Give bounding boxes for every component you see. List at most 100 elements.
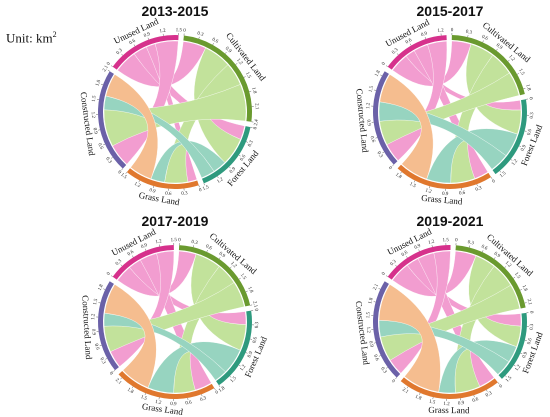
tick-label: 1.5 xyxy=(119,173,127,181)
tick-label: 0.6 xyxy=(165,192,172,198)
tick-label: 0.9 xyxy=(493,252,501,260)
tick-label: 0 xyxy=(492,179,497,185)
tick-mark xyxy=(238,154,241,157)
tick-label: 0 xyxy=(253,308,258,312)
tick-label: 0.3 xyxy=(200,396,208,403)
tick-label: 0 xyxy=(381,61,387,66)
tick-mark xyxy=(125,172,128,174)
ribbon-unused-land-to-constructed-land xyxy=(389,250,451,374)
ribbons xyxy=(378,250,522,394)
tick-label: 0.9 xyxy=(218,252,226,260)
tick-label: 0.9 xyxy=(458,401,465,407)
tick-mark xyxy=(400,171,402,174)
ribbon-forest-land-to-constructed-land xyxy=(378,320,510,375)
tick-mark xyxy=(235,63,238,65)
tick-label: 2.1 xyxy=(526,298,533,306)
tick-label: 1.2 xyxy=(428,240,436,246)
tick-label: 0 xyxy=(455,238,458,243)
tick-label: 2.1 xyxy=(251,301,257,309)
tick-mark xyxy=(519,145,522,147)
tick-mark xyxy=(218,385,221,388)
tick-label: 1.5 xyxy=(408,182,416,190)
tick-label: 0.9 xyxy=(247,350,254,358)
tick-label: 1.5 xyxy=(505,375,513,383)
tick-mark xyxy=(382,151,385,154)
tick-label: 1.5 xyxy=(428,400,436,406)
arc-cultivated-land xyxy=(451,35,525,96)
tick-mark xyxy=(510,159,513,161)
tick-mark xyxy=(373,342,376,344)
ribbon-grass-land-to-constructed-land xyxy=(104,284,157,388)
tick-label: 0.3 xyxy=(376,151,384,159)
tick-label: 0.3 xyxy=(390,259,398,267)
tick-label: 1.8 xyxy=(375,69,383,77)
tick-label: 0.9 xyxy=(442,192,449,197)
tick-label: 0.3 xyxy=(465,30,473,36)
tick-mark xyxy=(245,352,248,354)
ribbon-grass-land-to-constructed-land xyxy=(379,74,434,180)
tick-label: 1.2 xyxy=(235,58,243,66)
unit-label-superscript: 2 xyxy=(52,30,57,39)
tick-mark xyxy=(482,40,484,43)
ribbon-cultivated-land-to-constructed-land xyxy=(103,282,245,352)
tick-label: 1.5 xyxy=(202,185,210,192)
tick-label: 1.2 xyxy=(155,400,163,406)
tick-label: 0.6 xyxy=(527,337,533,345)
region-grass-land: 0 0.3 0.6 0.9 1.2 1.5 1.8 Grass Land xyxy=(394,164,497,207)
ribbon-forest-land-to-constructed-land xyxy=(103,95,215,179)
tick-label: 0.6 xyxy=(401,250,409,258)
tick-mark xyxy=(424,36,426,40)
arc-unused-land xyxy=(387,245,451,280)
tick-label: 1.2 xyxy=(443,402,450,407)
tick-label: 1.8 xyxy=(394,172,402,180)
tick-mark xyxy=(101,83,104,86)
tick-label: 0.9 xyxy=(521,144,528,152)
tick-mark xyxy=(395,377,397,380)
tick-mark xyxy=(121,168,123,171)
tick-mark xyxy=(201,394,203,397)
tick-label: 0.6 xyxy=(185,400,192,406)
tick-mark xyxy=(228,166,231,169)
tick-label: 0.6 xyxy=(93,343,100,351)
region-constructed-land: 0 0.3 0.6 0.9 1.2 1.5 1.8 Constructed Land xyxy=(80,281,119,377)
tick-label: 0 xyxy=(183,29,187,34)
arc-grass-land xyxy=(126,168,199,189)
tick-label: 0.9 xyxy=(149,188,157,195)
tick-label: 0.3 xyxy=(115,259,123,267)
tick-mark xyxy=(206,249,208,252)
tick-mark xyxy=(153,185,154,188)
tick-mark xyxy=(107,69,110,72)
tick-label: 1.5 xyxy=(140,395,148,402)
arc-constructed-land xyxy=(98,281,119,371)
tick-label: 1.5 xyxy=(92,95,98,102)
tick-mark xyxy=(520,352,523,355)
tick-label: 1.2 xyxy=(229,261,237,269)
tick-mark xyxy=(418,249,420,252)
tick-label: 0.6 xyxy=(481,35,489,42)
chart-title: 2017-2019 xyxy=(142,213,209,229)
tick-label: 0 xyxy=(381,271,387,276)
tick-mark xyxy=(120,264,123,267)
tick-label: 1.8 xyxy=(126,388,134,396)
arc-forest-land xyxy=(201,126,251,184)
region-label-constructed-land: Constructed Land xyxy=(80,295,94,360)
tick-label: 0 xyxy=(106,61,112,66)
tick-mark xyxy=(229,266,232,269)
tick-label: 0.9 xyxy=(421,31,429,38)
tick-label: 0.3 xyxy=(391,47,399,55)
tick-label: 1.5 xyxy=(513,272,521,280)
tick-mark xyxy=(145,248,147,251)
tick-mark xyxy=(493,257,496,260)
region-label-constructed-land: Constructed Land xyxy=(354,88,370,153)
tick-mark xyxy=(476,184,478,187)
tick-mark xyxy=(110,65,113,67)
tick-label: 0.9 xyxy=(141,243,149,250)
chart-title: 2015-2017 xyxy=(417,3,484,19)
ribbon-forest-land-to-constructed-land xyxy=(103,312,226,381)
tick-mark xyxy=(103,288,106,290)
ribbon-cultivated-land-to-constructed-land xyxy=(380,284,520,361)
tick-mark xyxy=(217,176,219,179)
tick-label: 1.2 xyxy=(159,29,166,35)
